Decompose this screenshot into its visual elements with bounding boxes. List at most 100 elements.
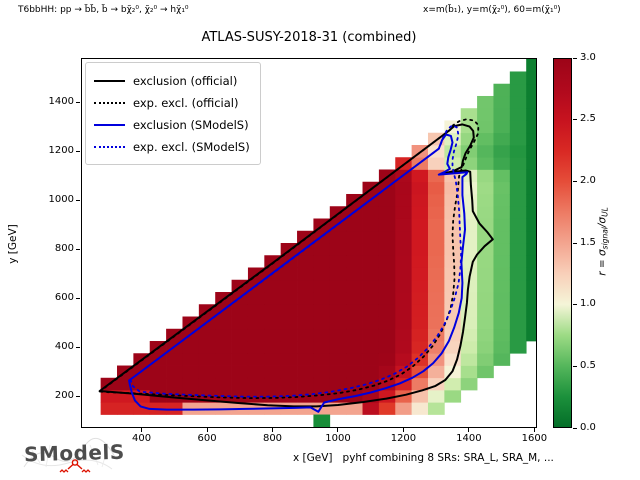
heatmap-cell <box>477 193 494 207</box>
heatmap-cell <box>509 206 527 219</box>
heatmap-cell <box>444 206 462 219</box>
heatmap-cell <box>444 341 462 354</box>
heatmap-cell <box>378 230 396 244</box>
heatmap-cell <box>378 255 396 268</box>
heatmap-cell <box>411 206 429 219</box>
contour-solid-official <box>98 123 494 408</box>
heatmap-cell <box>362 230 380 244</box>
heatmap-cell <box>460 365 478 379</box>
heatmap-cell <box>378 243 396 256</box>
heatmap-cell <box>346 353 363 366</box>
heatmap-cell <box>362 341 380 354</box>
heatmap-cell <box>264 279 282 293</box>
heatmap-cell <box>362 304 380 317</box>
heatmap-cell <box>526 71 537 85</box>
heatmap-cell <box>313 353 331 366</box>
heatmap-cell <box>477 292 494 305</box>
heatmap-cell <box>526 59 537 72</box>
heatmap-cell <box>378 292 396 305</box>
heatmap-cell <box>280 292 298 305</box>
heatmap-cell <box>477 108 494 121</box>
heatmap-cell <box>346 255 363 268</box>
heatmap-cell <box>427 304 445 317</box>
colorbar-tick-mark <box>573 119 577 121</box>
heatmap-cell <box>313 279 331 293</box>
heatmap-cell <box>477 328 494 342</box>
heatmap-cell <box>378 206 396 219</box>
heatmap-cell <box>378 353 396 366</box>
heatmap-cell <box>362 218 380 232</box>
logo-scribble-texture <box>21 437 117 470</box>
heatmap-cell <box>182 377 200 391</box>
heatmap-cell <box>477 144 494 158</box>
heatmap-cell <box>378 328 396 342</box>
colorbar-tick-label: 1.0 <box>580 298 596 310</box>
legend-label: exclusion (official) <box>133 74 238 88</box>
heatmap-cell <box>493 95 511 109</box>
colorbar-tick-label: 2.0 <box>580 174 596 186</box>
heatmap-cell <box>231 328 249 342</box>
heatmap-cell <box>346 279 363 293</box>
heatmap-cell <box>264 292 282 305</box>
heatmap-cell <box>297 341 314 354</box>
y-tick-label: 1000 <box>48 193 74 205</box>
heatmap-cell <box>509 218 527 232</box>
y-tick-mark <box>76 395 80 397</box>
heatmap-cell <box>493 304 511 317</box>
heatmap-cell <box>297 377 314 391</box>
y-tick-mark <box>76 199 80 201</box>
heatmap-cell <box>477 169 494 183</box>
legend-line-sample <box>94 146 125 148</box>
heatmap-cell <box>444 218 462 232</box>
heatmap-cell <box>509 108 527 121</box>
heatmap-cell <box>313 377 331 391</box>
colorbar-tick-label: 1.5 <box>580 236 596 248</box>
heatmap-cell <box>411 328 429 342</box>
heatmap-cell <box>460 157 478 170</box>
heatmap-cell <box>378 193 396 207</box>
heatmap-cell <box>231 353 249 366</box>
heatmap-cell <box>477 267 494 281</box>
heatmap-cell <box>509 267 527 281</box>
heatmap-cell <box>215 328 232 342</box>
heatmap-cell <box>198 328 216 342</box>
heatmap-cell <box>280 328 298 342</box>
heatmap-cell <box>362 243 380 256</box>
heatmap-cell <box>362 255 380 268</box>
heatmap-cell <box>280 279 298 293</box>
heatmap-cell <box>395 230 412 244</box>
heatmap-cell <box>166 402 183 415</box>
heatmap-cell <box>395 341 412 354</box>
heatmap-cell <box>313 304 331 317</box>
heatmap-cell <box>166 365 183 379</box>
heatmap-cell <box>280 377 298 391</box>
heatmap-cell <box>297 316 314 330</box>
heatmap-cell <box>117 402 134 415</box>
heatmap-cell <box>444 230 462 244</box>
heatmap-cell <box>346 243 363 256</box>
heatmap-cell <box>378 341 396 354</box>
heatmap-cell <box>460 377 478 391</box>
heatmap-cell <box>362 279 380 293</box>
x-tick-mark <box>337 428 339 432</box>
heatmap-cell <box>215 341 232 354</box>
y-tick-mark <box>76 101 80 103</box>
heatmap-cell <box>329 353 347 366</box>
y-tick-label: 400 <box>54 340 74 352</box>
heatmap-cell <box>526 206 537 219</box>
heatmap-cell <box>264 316 282 330</box>
heatmap-cell <box>362 365 380 379</box>
heatmap-cell <box>329 243 347 256</box>
smodels-logo: SModelS <box>20 437 125 477</box>
heatmap-cell <box>378 267 396 281</box>
heatmap-cell <box>313 414 331 428</box>
contour-dotted-official <box>98 118 480 400</box>
heatmap-cell <box>427 255 445 268</box>
heatmap-cell <box>247 328 265 342</box>
heatmap-cell <box>182 402 200 415</box>
heatmap-cell <box>395 390 412 403</box>
colorbar-tick-mark <box>573 304 577 306</box>
heatmap-cell <box>444 279 462 293</box>
heatmap-cell <box>411 316 429 330</box>
heatmap-cell <box>509 120 527 134</box>
